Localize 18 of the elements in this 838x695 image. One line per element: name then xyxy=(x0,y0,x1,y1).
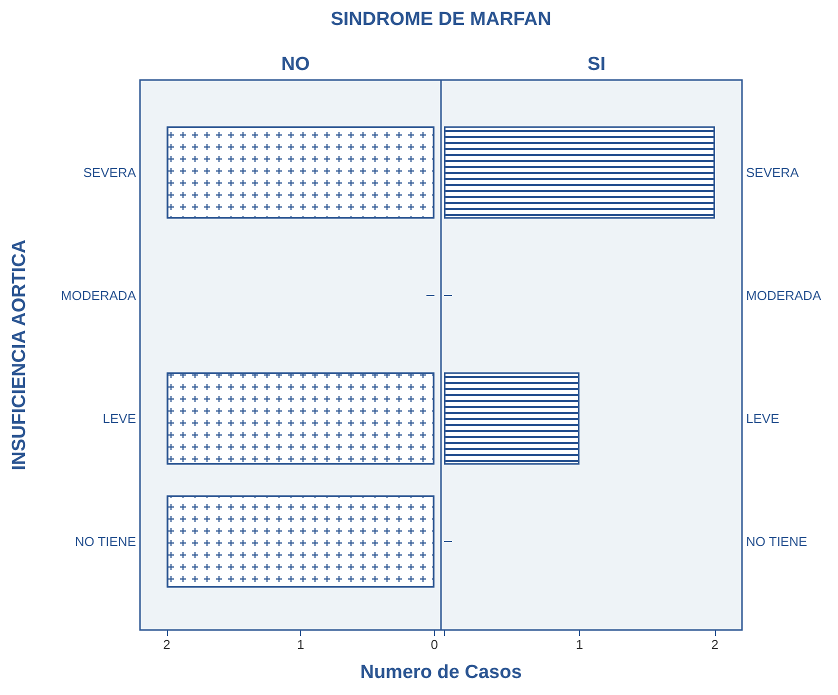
x-tick-label: 1 xyxy=(296,637,304,652)
chart-title: SI xyxy=(588,54,606,75)
y-tick-label: MODERADA xyxy=(746,288,822,303)
y-tick-label: NO TIENE xyxy=(74,534,136,549)
x-tick-label: 2 xyxy=(711,637,719,652)
x-tick-label: 1 xyxy=(576,637,584,652)
chart-title: NO xyxy=(281,54,310,75)
y-tick-label: NO TIENE xyxy=(746,534,808,549)
y-tick-label: SEVERA xyxy=(746,165,800,180)
x-tick-label: 2 xyxy=(163,637,170,652)
x-tick-label: 0 xyxy=(430,637,438,652)
y-axis-title: INSUFICIENCIA AORTICA xyxy=(9,240,31,470)
x-axis-title: Numero de Casos xyxy=(360,662,522,684)
y-tick-label: LEVE xyxy=(746,411,780,426)
y-tick-label: LEVE xyxy=(102,411,136,426)
y-tick-label: SEVERA xyxy=(83,165,136,180)
text: SINDROME DE MARFAN xyxy=(330,9,552,31)
y-tick-label: MODERADA xyxy=(60,288,136,303)
